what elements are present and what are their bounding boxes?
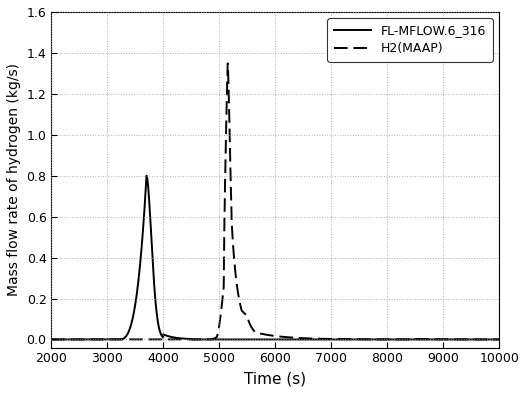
FL-MFLOW.6_316 xyxy=(75,337,82,342)
FL-MFLOW.6_316 xyxy=(144,173,150,178)
FL-MFLOW.6_316 xyxy=(50,337,56,342)
H2(MAAP) xyxy=(50,337,56,342)
H2(MAAP) xyxy=(67,337,73,342)
H2(MAAP) xyxy=(136,337,143,342)
FL-MFLOW.6_316 xyxy=(472,337,479,342)
H2(MAAP) xyxy=(496,337,502,342)
X-axis label: Time (s): Time (s) xyxy=(244,371,306,386)
H2(MAAP) xyxy=(472,337,479,342)
Line: FL-MFLOW.6_316: FL-MFLOW.6_316 xyxy=(52,176,499,340)
H2(MAAP) xyxy=(225,61,231,66)
Legend: FL-MFLOW.6_316, H2(MAAP): FL-MFLOW.6_316, H2(MAAP) xyxy=(328,18,493,62)
FL-MFLOW.6_316 xyxy=(136,272,143,276)
FL-MFLOW.6_316 xyxy=(67,337,73,342)
H2(MAAP) xyxy=(75,337,82,342)
FL-MFLOW.6_316 xyxy=(496,337,502,342)
Y-axis label: Mass flow rate of hydrogen (kg/s): Mass flow rate of hydrogen (kg/s) xyxy=(7,63,21,296)
Line: H2(MAAP): H2(MAAP) xyxy=(52,63,499,340)
H2(MAAP) xyxy=(48,337,55,342)
H2(MAAP) xyxy=(267,333,274,338)
FL-MFLOW.6_316 xyxy=(48,337,55,342)
FL-MFLOW.6_316 xyxy=(267,337,274,342)
